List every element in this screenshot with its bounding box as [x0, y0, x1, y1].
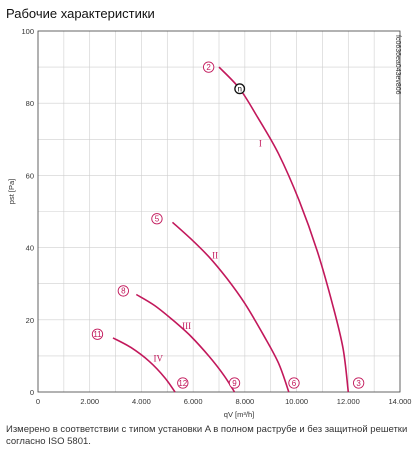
footnote: Измерено в соответствии с типом установк… — [6, 424, 408, 447]
point-marker-label: 2 — [206, 63, 211, 72]
x-tick-label: 12.000 — [337, 397, 360, 406]
point-marker — [91, 328, 104, 340]
x-tick-label: 10.000 — [285, 397, 308, 406]
curve-ii — [171, 221, 290, 393]
point-marker-label: 9 — [232, 379, 237, 388]
point-marker — [352, 377, 365, 389]
operating-point-marker — [234, 83, 246, 95]
y-tick-label: 100 — [21, 27, 34, 36]
x-tick-label: 14.000 — [389, 397, 412, 406]
x-tick-label: 0 — [36, 397, 40, 406]
point-marker-label: 6 — [292, 379, 297, 388]
chart-code: fc0636ea043ev806 — [394, 35, 401, 95]
point-marker — [228, 377, 241, 389]
x-tick-label: 2.000 — [80, 397, 99, 406]
point-marker — [203, 61, 215, 73]
performance-chart: 0 2.000 4.000 6.000 8.000 10.000 12.000 14.000 0… — [7, 27, 411, 419]
point-marker-label: 5 — [155, 215, 160, 224]
point-marker — [117, 285, 129, 297]
grid — [37, 30, 401, 393]
point-marker-label: 3 — [356, 379, 361, 388]
y-axis-label: pst [Pa] — [7, 179, 16, 204]
curve-label-iii: III — [182, 321, 191, 331]
point-marker — [288, 377, 300, 389]
point-marker — [151, 213, 163, 225]
y-tick-label: 80 — [26, 99, 34, 108]
x-tick-label: 8.000 — [235, 397, 254, 406]
x-tick-label: 6.000 — [184, 397, 203, 406]
y-tick-label: 60 — [26, 171, 34, 180]
y-tick-label: 20 — [26, 316, 34, 325]
curve-iv — [112, 337, 176, 393]
point-marker-label: 12 — [178, 379, 187, 388]
point-marker-label: 8 — [121, 287, 126, 296]
y-tick-label: 0 — [30, 388, 34, 397]
x-tick-label: 4.000 — [132, 397, 151, 406]
markers: 2 n 5 8 11 12 9 6 3 — [91, 61, 365, 389]
point-marker-label: 11 — [93, 330, 102, 339]
curve-label-ii: II — [212, 250, 218, 260]
curve-i — [218, 66, 350, 393]
operating-point-label: n — [237, 85, 241, 94]
plot-frame — [37, 30, 401, 393]
y-tick-label: 40 — [26, 244, 34, 253]
x-axis-label: qV [m³/h] — [224, 410, 254, 419]
axes: 0 2.000 4.000 6.000 8.000 10.000 12.000 14.000 0… — [21, 27, 411, 406]
point-marker — [177, 377, 189, 389]
curve-label-i: I — [259, 139, 262, 149]
curve-iii — [135, 293, 236, 393]
chart-title: Рабочие характеристики — [6, 6, 155, 21]
curve-label-iv: IV — [153, 353, 163, 363]
